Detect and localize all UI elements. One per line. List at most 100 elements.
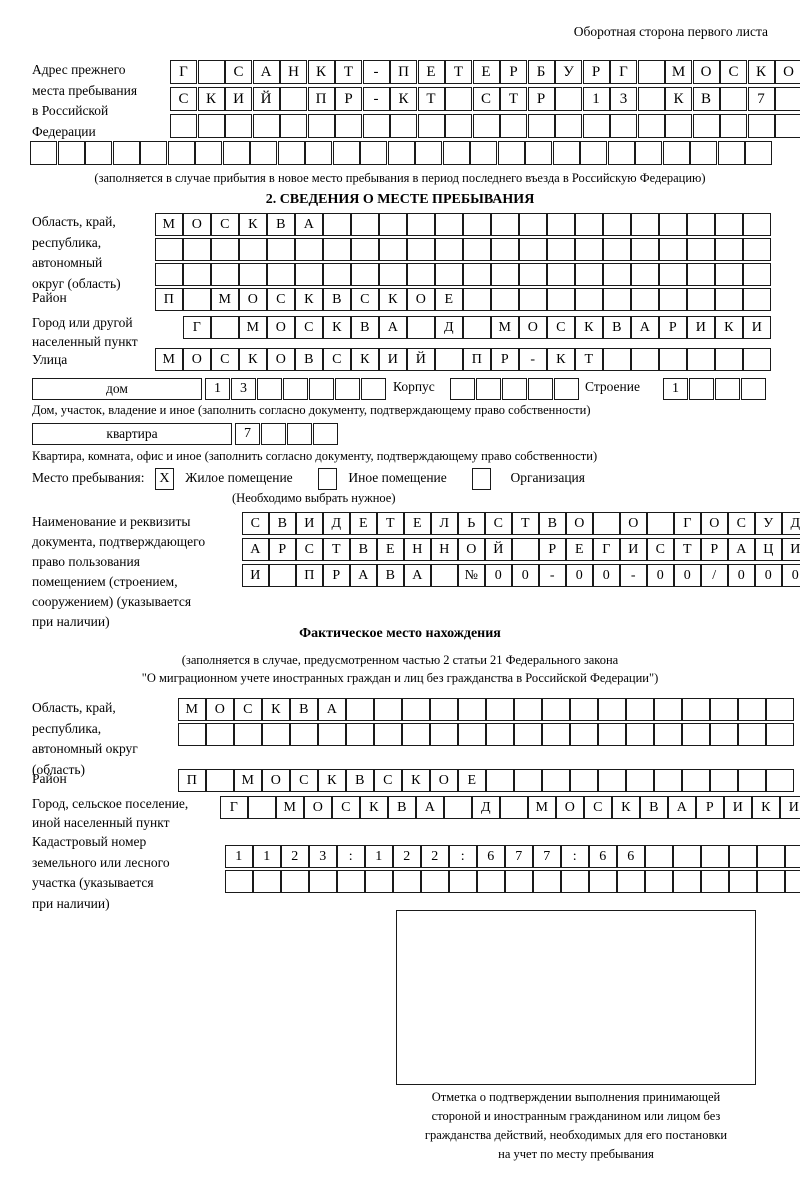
char-cell[interactable]: В [267,213,295,236]
char-cell[interactable]: Д [435,316,463,339]
char-cell[interactable] [211,263,239,286]
char-cell[interactable] [635,141,662,165]
char-cell[interactable] [280,114,307,138]
char-cell[interactable]: К [307,60,335,84]
char-cell[interactable] [335,378,360,400]
char-cell[interactable]: С [225,60,252,84]
char-cell[interactable]: О [458,538,485,561]
char-cell[interactable]: П [390,60,417,84]
char-cell[interactable]: К [197,87,225,111]
char-cell[interactable]: Р [582,60,610,84]
char-cell[interactable]: Т [500,87,527,111]
char-cell[interactable] [211,238,239,261]
char-cell[interactable]: М [276,796,304,819]
char-cell[interactable]: А [728,538,755,561]
char-cell[interactable] [295,238,323,261]
char-cell[interactable]: С [170,87,197,111]
char-cell[interactable]: Р [500,60,527,84]
char-cell[interactable]: О [239,288,267,311]
char-cell[interactable] [500,796,528,819]
char-cell[interactable] [183,238,211,261]
char-cell[interactable] [785,845,800,868]
char-cell[interactable] [323,238,351,261]
char-cell[interactable]: М [155,348,183,371]
char-cell[interactable]: К [715,316,743,339]
char-cell[interactable] [692,114,720,138]
char-cell[interactable]: С [290,769,318,792]
char-cell[interactable] [307,114,335,138]
char-cell[interactable] [335,114,362,138]
char-cell[interactable] [239,263,267,286]
char-cell[interactable] [715,348,743,371]
char-cell[interactable] [195,141,222,165]
actual-region-row-2[interactable] [178,723,794,746]
char-cell[interactable] [239,238,267,261]
char-cell[interactable] [715,238,743,261]
char-cell[interactable] [206,723,234,746]
char-cell[interactable]: У [755,512,782,535]
char-cell[interactable] [435,238,463,261]
char-cell[interactable]: П [307,87,335,111]
char-cell[interactable] [178,723,206,746]
char-cell[interactable]: О [775,60,800,84]
char-cell[interactable]: О [206,698,234,721]
char-cell[interactable] [415,141,442,165]
char-cell[interactable] [309,378,334,400]
char-cell[interactable] [445,114,472,138]
char-cell[interactable] [417,114,445,138]
char-cell[interactable] [280,87,307,111]
char-cell[interactable]: К [747,60,775,84]
char-cell[interactable] [687,238,715,261]
char-cell[interactable] [512,538,539,561]
char-cell[interactable] [407,238,435,261]
char-cell[interactable] [738,698,766,721]
char-cell[interactable]: 2 [421,845,449,868]
char-cell[interactable]: 2 [393,845,421,868]
char-cell[interactable]: Г [220,796,248,819]
char-cell[interactable] [547,213,575,236]
char-cell[interactable] [458,723,486,746]
char-cell[interactable]: С [234,698,262,721]
char-cell[interactable]: С [485,512,512,535]
char-cell[interactable] [647,512,674,535]
char-cell[interactable] [332,141,360,165]
char-cell[interactable]: И [782,538,800,561]
char-cell[interactable]: О [701,512,728,535]
char-cell[interactable] [720,114,747,138]
char-cell[interactable]: 0 [728,564,755,587]
char-cell[interactable]: Е [377,538,404,561]
char-cell[interactable]: : [337,845,365,868]
char-cell[interactable] [673,845,701,868]
char-cell[interactable] [514,723,542,746]
char-cell[interactable]: В [640,796,668,819]
char-cell[interactable] [477,870,505,893]
checkbox-other-premises[interactable] [318,468,338,490]
char-cell[interactable] [262,723,290,746]
char-cell[interactable] [295,263,323,286]
char-cell[interactable] [580,141,607,165]
stroenie-cells[interactable]: 1 [663,378,767,400]
char-cell[interactable] [607,141,635,165]
char-cell[interactable]: Е [417,60,445,84]
char-cell[interactable] [277,141,305,165]
char-cell[interactable]: К [295,288,323,311]
char-cell[interactable] [261,423,286,445]
char-cell[interactable]: О [620,512,647,535]
char-cell[interactable] [626,723,654,746]
char-cell[interactable]: Т [512,512,539,535]
char-cell[interactable]: Б [527,60,555,84]
char-cell[interactable] [687,263,715,286]
char-cell[interactable] [598,769,626,792]
char-cell[interactable] [407,316,435,339]
char-cell[interactable]: Н [404,538,431,561]
char-cell[interactable]: О [407,288,435,311]
char-cell[interactable] [140,141,167,165]
char-cell[interactable]: О [262,769,290,792]
char-cell[interactable]: О [267,316,295,339]
char-cell[interactable]: 7 [533,845,561,868]
char-cell[interactable]: Е [566,538,593,561]
